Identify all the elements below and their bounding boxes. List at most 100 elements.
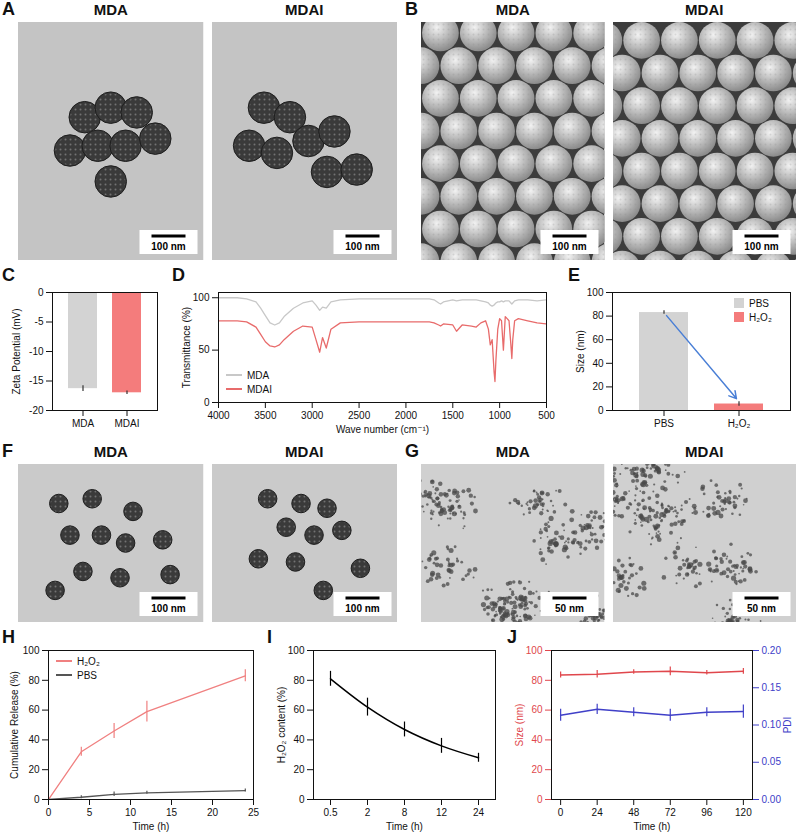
html-text:B: B [405, 0, 418, 19]
html-text:D: D [172, 265, 185, 285]
svg-text:0: 0 [34, 794, 40, 805]
svg-text:80: 80 [293, 675, 305, 686]
svg-text:0.00: 0.00 [762, 794, 782, 805]
svg-text:100 nm: 100 nm [151, 241, 186, 252]
svg-text:Time (h): Time (h) [386, 821, 423, 832]
svg-text:0: 0 [46, 807, 52, 818]
svg-text:80: 80 [531, 675, 543, 686]
svg-text:80: 80 [592, 310, 604, 321]
svg-text:0.5: 0.5 [324, 807, 338, 818]
svg-text:0: 0 [299, 794, 305, 805]
svg-text:Cumulative Release (%): Cumulative Release (%) [9, 671, 20, 779]
svg-text:2000: 2000 [395, 410, 418, 421]
svg-text:Size (nm): Size (nm) [575, 330, 586, 373]
html-text:MDA: MDA [93, 1, 128, 18]
svg-text:PDI: PDI [782, 717, 793, 734]
svg-text:100 nm: 100 nm [552, 241, 587, 252]
svg-text:100: 100 [193, 292, 210, 303]
svg-text:100 nm: 100 nm [151, 603, 186, 614]
svg-text:15: 15 [166, 807, 178, 818]
svg-text:500: 500 [538, 410, 555, 421]
html-text:A: A [2, 0, 15, 19]
html-text:MDA: MDA [93, 443, 128, 460]
svg-text:0.05: 0.05 [762, 756, 782, 767]
svg-text:20: 20 [28, 764, 40, 775]
svg-text:60: 60 [592, 334, 604, 345]
svg-text:5: 5 [87, 807, 93, 818]
svg-text:20: 20 [207, 807, 219, 818]
svg-text:H₂O₂ content (%): H₂O₂ content (%) [276, 687, 287, 764]
svg-text:100: 100 [288, 645, 305, 656]
svg-text:1000: 1000 [489, 410, 512, 421]
svg-text:Zeta Potential (mV): Zeta Potential (mV) [11, 308, 22, 394]
svg-text:1500: 1500 [442, 410, 465, 421]
svg-text:80: 80 [28, 675, 40, 686]
svg-text:2500: 2500 [348, 410, 371, 421]
svg-text:Wave number (cm⁻¹): Wave number (cm⁻¹) [336, 424, 429, 435]
svg-text:4000: 4000 [207, 410, 230, 421]
html-text:MDAI: MDAI [285, 443, 324, 460]
svg-text:0.20: 0.20 [762, 645, 782, 656]
svg-text:100: 100 [23, 645, 40, 656]
svg-text:120: 120 [735, 807, 752, 818]
svg-text:12: 12 [436, 807, 448, 818]
html-text:C: C [2, 265, 15, 285]
svg-text:100 nm: 100 nm [744, 241, 779, 252]
svg-text:96: 96 [701, 807, 713, 818]
svg-text:60: 60 [293, 704, 305, 715]
html-text:E: E [568, 265, 580, 285]
svg-text:25: 25 [248, 807, 260, 818]
svg-text:20: 20 [592, 381, 604, 392]
svg-text:Transmittance (%): Transmittance (%) [181, 307, 192, 388]
svg-text:50: 50 [198, 344, 210, 355]
svg-text:0: 0 [537, 794, 543, 805]
svg-text:0: 0 [558, 807, 564, 818]
html-text:MDAI: MDAI [685, 1, 724, 18]
svg-text:10: 10 [125, 807, 137, 818]
svg-text:MDAI: MDAI [115, 418, 140, 429]
svg-text:100 nm: 100 nm [345, 241, 380, 252]
html-text:G: G [405, 441, 419, 461]
svg-text:PBS: PBS [654, 418, 674, 429]
svg-text:0.15: 0.15 [762, 682, 782, 693]
svg-text:20: 20 [293, 764, 305, 775]
svg-text:-20: -20 [29, 405, 44, 416]
svg-text:24: 24 [592, 807, 604, 818]
svg-text:60: 60 [531, 704, 543, 715]
svg-text:8: 8 [402, 807, 408, 818]
html-text:MDAI: MDAI [685, 443, 724, 460]
svg-text:0: 0 [38, 287, 44, 298]
svg-text:Time (h): Time (h) [634, 821, 671, 832]
svg-text:60: 60 [28, 704, 40, 715]
html-text:H: H [2, 627, 15, 647]
svg-text:3000: 3000 [301, 410, 324, 421]
svg-text:H₂O₂: H₂O₂ [728, 418, 751, 429]
svg-text:100: 100 [587, 287, 604, 298]
svg-text:40: 40 [531, 734, 543, 745]
html-text:MDA: MDA [495, 1, 530, 18]
svg-text:0: 0 [204, 397, 210, 408]
svg-text:100: 100 [526, 645, 543, 656]
svg-text:-10: -10 [29, 346, 44, 357]
svg-text:Size (nm): Size (nm) [514, 704, 525, 747]
svg-text:100 nm: 100 nm [345, 603, 380, 614]
html-text:MDA: MDA [495, 443, 530, 460]
svg-text:72: 72 [665, 807, 677, 818]
svg-text:40: 40 [28, 734, 40, 745]
svg-text:20: 20 [531, 764, 543, 775]
svg-text:Time (h): Time (h) [133, 821, 170, 832]
svg-text:24: 24 [473, 807, 485, 818]
svg-text:3500: 3500 [254, 410, 277, 421]
html-text:MDAI: MDAI [285, 1, 324, 18]
svg-text:2: 2 [365, 807, 371, 818]
svg-text:50 nm: 50 nm [747, 603, 776, 614]
svg-text:0.10: 0.10 [762, 719, 782, 730]
svg-text:MDA: MDA [72, 418, 95, 429]
svg-text:-5: -5 [35, 316, 44, 327]
svg-text:-15: -15 [29, 375, 44, 386]
svg-text:0: 0 [598, 405, 604, 416]
svg-text:40: 40 [592, 358, 604, 369]
svg-text:40: 40 [293, 734, 305, 745]
svg-text:48: 48 [628, 807, 640, 818]
svg-text:50 nm: 50 nm [555, 603, 584, 614]
